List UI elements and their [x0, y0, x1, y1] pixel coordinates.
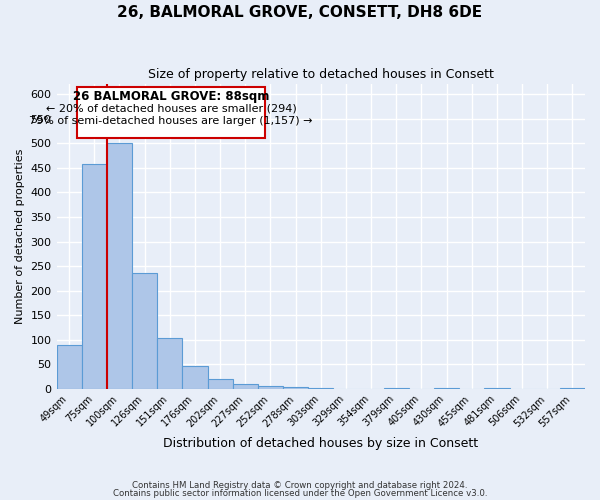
Bar: [258, 386, 283, 389]
Bar: [560, 388, 585, 389]
Text: ← 20% of detached houses are smaller (294): ← 20% of detached houses are smaller (29…: [46, 104, 296, 114]
Bar: [182, 366, 208, 389]
Text: Contains HM Land Registry data © Crown copyright and database right 2024.: Contains HM Land Registry data © Crown c…: [132, 481, 468, 490]
Text: 26, BALMORAL GROVE, CONSETT, DH8 6DE: 26, BALMORAL GROVE, CONSETT, DH8 6DE: [118, 5, 482, 20]
Bar: [208, 379, 233, 389]
Bar: [233, 384, 258, 389]
Text: 26 BALMORAL GROVE: 88sqm: 26 BALMORAL GROVE: 88sqm: [73, 90, 269, 103]
Y-axis label: Number of detached properties: Number of detached properties: [15, 149, 25, 324]
FancyBboxPatch shape: [77, 87, 265, 139]
Title: Size of property relative to detached houses in Consett: Size of property relative to detached ho…: [148, 68, 494, 80]
Text: 79% of semi-detached houses are larger (1,157) →: 79% of semi-detached houses are larger (…: [29, 116, 313, 126]
Bar: [107, 144, 132, 389]
Bar: [132, 273, 157, 389]
Bar: [283, 388, 308, 389]
Bar: [82, 164, 107, 389]
Text: Contains public sector information licensed under the Open Government Licence v3: Contains public sector information licen…: [113, 488, 487, 498]
Bar: [157, 338, 182, 389]
Bar: [56, 344, 82, 389]
X-axis label: Distribution of detached houses by size in Consett: Distribution of detached houses by size …: [163, 437, 478, 450]
